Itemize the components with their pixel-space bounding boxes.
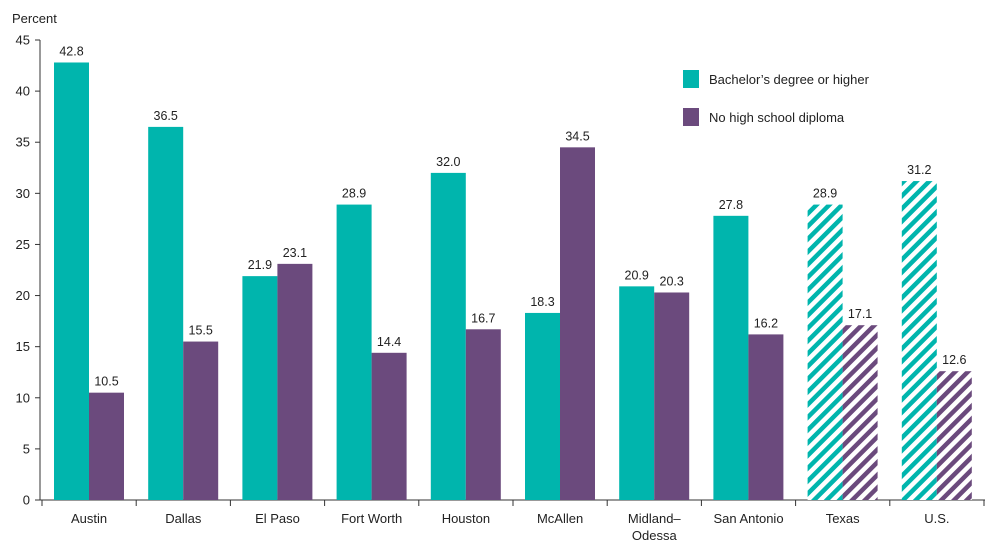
data-label: 15.5 [189, 324, 213, 338]
bar-bachelors [54, 62, 89, 500]
legend-swatch [683, 70, 699, 88]
y-tick-label: 35 [16, 135, 30, 150]
x-tick-label: Midland– Odessa [628, 511, 682, 543]
bar-no-diploma [183, 341, 219, 500]
data-label: 17.1 [848, 307, 872, 321]
bar-bachelors [807, 204, 843, 501]
data-label: 12.6 [942, 353, 966, 367]
y-tick-label: 40 [16, 84, 30, 99]
bar-no-diploma [371, 352, 407, 500]
data-label: 21.9 [248, 258, 272, 272]
x-tick-label: San Antonio [713, 511, 783, 526]
data-label: 16.2 [754, 316, 778, 330]
y-tick-label: 5 [23, 441, 30, 456]
y-tick-label: 25 [16, 237, 30, 252]
x-tick-labels: Austin Dallas El Paso Fort Worth Houston McAl… [71, 511, 950, 543]
y-tick-label: 0 [23, 493, 30, 508]
bar-no-diploma [277, 263, 313, 500]
data-label: 16.7 [471, 311, 495, 325]
bar-no-diploma [465, 329, 501, 500]
data-label: 36.5 [154, 109, 178, 123]
y-axis-label: Percent [12, 11, 57, 26]
x-tick-label: McAllen [537, 511, 583, 526]
bar-bachelors [619, 286, 655, 500]
y-tick-label: 20 [16, 288, 30, 303]
bar-no-diploma [89, 392, 124, 500]
bar-no-diploma [748, 334, 784, 500]
data-label: 42.8 [59, 44, 83, 58]
x-tick-label: Houston [442, 511, 490, 526]
data-label: 14.4 [377, 335, 401, 349]
x-tick-label: U.S. [924, 511, 949, 526]
y-tick-label: 30 [16, 186, 30, 201]
data-label: 28.9 [813, 187, 837, 201]
data-label: 20.9 [625, 268, 649, 282]
x-tick-label: Texas [826, 511, 860, 526]
data-label: 34.5 [565, 129, 589, 143]
bar-bachelors [901, 181, 937, 501]
data-label: 23.1 [283, 246, 307, 260]
bar-bachelors [148, 126, 184, 500]
data-label: 10.5 [94, 375, 118, 389]
bar-bachelors [430, 172, 466, 500]
data-label: 32.0 [436, 155, 460, 169]
data-label: 31.2 [907, 163, 931, 177]
data-label: 20.3 [660, 274, 684, 288]
bar-bachelors [242, 276, 278, 500]
bars [54, 62, 972, 501]
bar-bachelors [713, 215, 749, 501]
bar-no-diploma [936, 371, 972, 500]
data-labels: 42.8 10.5 36.5 15.5 21.9 23.1 28.9 14.4 32.0 16.7… [59, 44, 966, 388]
bar-bachelors [336, 204, 372, 501]
data-label: 28.9 [342, 187, 366, 201]
x-tick-label: Fort Worth [341, 511, 402, 526]
y-tick-label: 45 [16, 33, 30, 48]
y-tick-labels: 0 5 10 15 20 25 30 35 40 45 [16, 33, 30, 508]
x-tick-label: El Paso [255, 511, 300, 526]
x-tick-label: Dallas [165, 511, 202, 526]
y-tick-label: 10 [16, 390, 30, 405]
data-label: 18.3 [530, 295, 554, 309]
legend-label: No high school diploma [709, 110, 845, 125]
legend: Bachelor’s degree or higher No high schoo… [683, 70, 870, 126]
legend-label: Bachelor’s degree or higher [709, 72, 870, 87]
bar-no-diploma [654, 292, 690, 500]
bar-bachelors [525, 312, 560, 500]
data-label: 27.8 [719, 198, 743, 212]
x-tick-label: Austin [71, 511, 107, 526]
legend-swatch [683, 108, 699, 126]
bar-no-diploma [560, 147, 595, 501]
bar-no-diploma [842, 325, 878, 500]
y-tick-label: 15 [16, 339, 30, 354]
